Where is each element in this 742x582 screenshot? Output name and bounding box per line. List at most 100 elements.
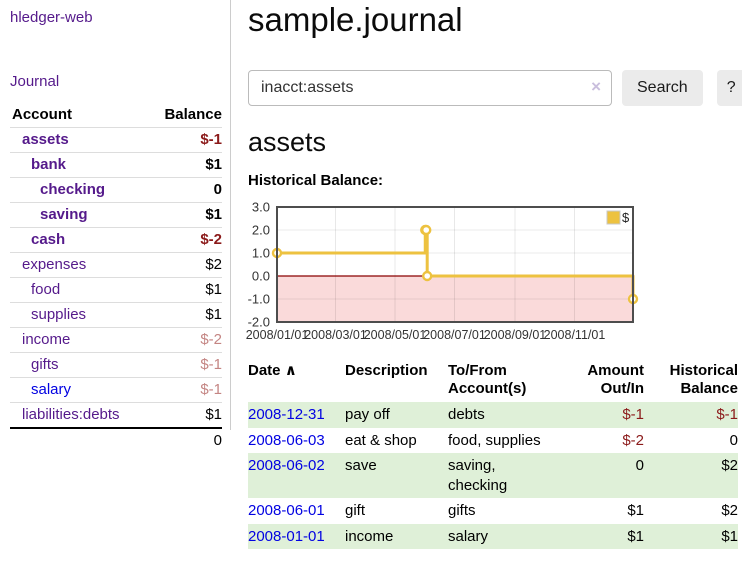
accounts-total-spacer bbox=[10, 427, 152, 453]
transaction-accounts: food, supplies bbox=[448, 431, 541, 449]
help-button[interactable]: ? bbox=[716, 70, 742, 106]
transaction-date-link[interactable]: 2008-06-02 bbox=[248, 457, 325, 474]
column-header-accounts: To/From Account(s) bbox=[448, 362, 568, 402]
account-link[interactable]: saving bbox=[40, 206, 88, 223]
account-link[interactable]: liabilities:debts bbox=[22, 406, 120, 423]
accounts-header-balance: Balance bbox=[164, 106, 222, 123]
account-link[interactable]: gifts bbox=[31, 356, 59, 373]
x-axis-tick-label: 2008/05/01 bbox=[364, 328, 427, 342]
historical-balance-chart[interactable]: $3.0 2.0 1.0 0.0 -1.0 -2.02008/01/012008/03/0… bbox=[240, 199, 742, 349]
account-link[interactable]: salary bbox=[31, 381, 72, 398]
clear-search-icon[interactable]: × bbox=[591, 77, 601, 96]
transaction-balance: $2 bbox=[721, 457, 738, 474]
accounts-total-row: 0 bbox=[10, 427, 222, 453]
column-header-amount: Amount Out/In bbox=[568, 362, 644, 402]
x-axis-tick-label: 2008/09/01 bbox=[484, 328, 547, 342]
y-axis-tick-label: 0.0 bbox=[252, 269, 270, 284]
account-row: expenses $2 bbox=[10, 252, 222, 278]
legend-label: $ bbox=[622, 210, 630, 225]
transaction-description: income bbox=[345, 527, 394, 545]
x-axis-tick-label: 2008/03/01 bbox=[304, 328, 367, 342]
search-input[interactable] bbox=[248, 70, 612, 106]
y-axis-tick-label: 1.0 bbox=[252, 246, 270, 261]
journal-row: 2008-01-01 income salary $1 $1 bbox=[248, 523, 738, 549]
account-link[interactable]: checking bbox=[40, 181, 106, 198]
y-axis-tick-label: -1.0 bbox=[248, 292, 270, 307]
account-row: food $1 bbox=[10, 277, 222, 303]
x-axis-tick-label: 2008/11/01 bbox=[544, 328, 606, 342]
accounts-table: Account Balance assets $-1 bank $1 checking 0… bbox=[10, 103, 222, 453]
legend-swatch bbox=[606, 210, 621, 225]
transaction-date-link[interactable]: 2008-01-01 bbox=[248, 527, 325, 545]
account-link[interactable]: cash bbox=[31, 231, 66, 248]
transaction-balance: $-1 bbox=[716, 406, 738, 423]
journal-row: 2008-06-01 gift gifts $1 $2 bbox=[248, 498, 738, 524]
amount-header-line2: Out/In bbox=[600, 379, 644, 397]
balance-header-line1: Historical bbox=[669, 362, 738, 379]
search-button[interactable]: Search bbox=[622, 70, 703, 106]
account-balance: $2 bbox=[152, 252, 222, 278]
chart-title: Historical Balance: bbox=[248, 172, 384, 189]
account-balance: $-2 bbox=[152, 327, 222, 353]
nav-journal-link[interactable]: Journal bbox=[10, 73, 60, 90]
data-point-marker bbox=[422, 270, 433, 282]
journal-row: 2008-06-03 eat & shop food, supplies $-2 0 bbox=[248, 428, 738, 454]
negative-region-fill bbox=[277, 276, 633, 322]
date-header-label: Date bbox=[248, 362, 281, 379]
account-row: income $-2 bbox=[10, 327, 222, 353]
y-axis-tick-label: 3.0 bbox=[252, 200, 270, 215]
transaction-description: eat & shop bbox=[345, 431, 417, 449]
column-header-date[interactable]: Date ∧ bbox=[248, 362, 345, 402]
x-axis-tick-label: 2008/01/01 bbox=[246, 328, 309, 342]
account-link[interactable]: food bbox=[31, 281, 61, 298]
transaction-balance: $2 bbox=[721, 502, 738, 519]
journal-row: 2008-12-31 pay off debts $-1 $-1 bbox=[248, 402, 738, 428]
account-balance: $1 bbox=[152, 402, 222, 428]
journal-row: 2008-06-02 save saving, checking 0 $2 bbox=[248, 453, 738, 498]
brand-link[interactable]: hledger-web bbox=[10, 9, 93, 26]
transaction-accounts: gifts bbox=[448, 502, 476, 519]
account-balance: $-1 bbox=[152, 352, 222, 378]
column-header-balance: Historical Balance bbox=[644, 362, 738, 402]
accounts-header-line2: Account(s) bbox=[448, 379, 527, 397]
accounts-total-value: 0 bbox=[152, 427, 222, 453]
transaction-description: pay off bbox=[345, 406, 390, 423]
sort-asc-icon: ∧ bbox=[284, 362, 297, 379]
x-axis-tick-label: 2008/07/01 bbox=[423, 328, 486, 342]
transaction-date-link[interactable]: 2008-06-01 bbox=[248, 502, 325, 519]
search-input-wrap: × bbox=[248, 70, 612, 106]
account-row: saving $1 bbox=[10, 202, 222, 228]
account-link[interactable]: income bbox=[22, 331, 71, 348]
transaction-date-link[interactable]: 2008-06-03 bbox=[248, 431, 325, 449]
account-link[interactable]: supplies bbox=[31, 306, 87, 323]
transaction-amount: $1 bbox=[627, 527, 644, 545]
account-row: bank $1 bbox=[10, 152, 222, 178]
search-form: × Search ? bbox=[248, 70, 742, 106]
account-link[interactable]: expenses bbox=[22, 256, 87, 273]
account-balance: $1 bbox=[152, 152, 222, 178]
transaction-amount: $1 bbox=[627, 502, 644, 519]
amount-header-line1: Amount bbox=[587, 362, 644, 379]
accounts-header-line1: To/From bbox=[448, 362, 507, 379]
balance-header-line2: Balance bbox=[680, 379, 738, 397]
sidebar: hledger-web Journal Account Balance asse… bbox=[0, 0, 231, 453]
account-balance: $1 bbox=[152, 302, 222, 328]
account-link[interactable]: bank bbox=[31, 156, 67, 173]
account-row: assets $-1 bbox=[10, 127, 222, 153]
plot-border bbox=[276, 206, 634, 323]
accounts-header-account: Account bbox=[12, 106, 72, 123]
transaction-accounts: debts bbox=[448, 406, 485, 423]
account-row: salary $-1 bbox=[10, 377, 222, 403]
transaction-amount: $-1 bbox=[622, 406, 644, 423]
accounts-header-row: Account Balance bbox=[10, 103, 222, 128]
page-title: sample.journal bbox=[248, 1, 463, 38]
account-row: supplies $1 bbox=[10, 302, 222, 328]
account-balance: 0 bbox=[152, 177, 222, 203]
account-row: gifts $-1 bbox=[10, 352, 222, 378]
account-balance: $-2 bbox=[152, 227, 222, 253]
account-link[interactable]: assets bbox=[22, 131, 69, 148]
transaction-balance: $1 bbox=[721, 527, 738, 545]
transaction-amount: 0 bbox=[635, 457, 644, 474]
column-header-description: Description bbox=[345, 362, 428, 379]
transaction-date-link[interactable]: 2008-12-31 bbox=[248, 406, 325, 423]
